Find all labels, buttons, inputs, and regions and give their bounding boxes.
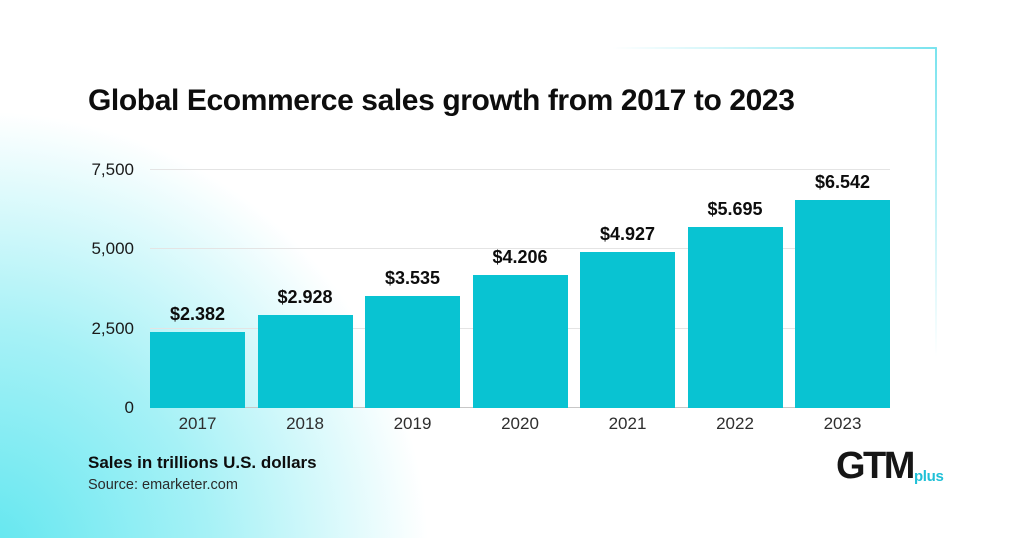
bar-value-label-2020: $4.206 <box>492 246 548 267</box>
bar-group-2023: $6.542 <box>795 172 890 408</box>
y-tick-label-7500: 7,500 <box>91 160 134 179</box>
y-tick-label-5000: 5,000 <box>91 239 134 259</box>
x-tick-label-2017: 2017 <box>178 414 217 433</box>
bar-2021 <box>580 251 675 408</box>
logo-sub-text: plus <box>913 468 944 486</box>
bar-2018 <box>257 315 353 408</box>
units-caption: Sales in trillions U.S. dollars <box>88 453 317 472</box>
bar-value-label-2017: $2.382 <box>169 304 226 325</box>
gridline-5000 <box>150 248 890 250</box>
bar-group-2019: $3.535 <box>365 268 460 408</box>
x-axis-labels: 2017 2018 2019 2020 2021 2022 2023 <box>150 414 890 434</box>
y-tick-label-0: 0 <box>124 398 134 417</box>
bars-row: $2.382 $2.928 $3.535 $4.206 $4.927 $5.695 $6.5… <box>150 172 890 408</box>
bar-group-2021: $4.927 <box>580 224 675 408</box>
bar-group-2017: $2.382 <box>150 304 245 408</box>
bar-2022 <box>687 227 783 408</box>
bar-group-2020: $4.206 <box>472 246 568 408</box>
bar-value-label-2021: $4.927 <box>599 223 656 244</box>
bar-value-label-2019: $3.535 <box>384 267 441 288</box>
bar-value-label-2023: $6.542 <box>814 172 871 193</box>
bar-value-label-2018: $2.928 <box>277 287 333 308</box>
decorative-accent-line-horizontal <box>612 47 937 49</box>
x-tick-label-2022: 2022 <box>716 414 754 433</box>
logo-main-text: GTM <box>836 445 915 487</box>
x-tick-label-2019: 2019 <box>393 414 432 433</box>
source-credit: Source: emarketer.com <box>88 477 238 493</box>
bar-value-label-2022: $5.695 <box>707 199 763 220</box>
x-tick-label-2018: 2018 <box>286 414 324 433</box>
x-tick-label-2021: 2021 <box>608 414 647 433</box>
x-tick-label-2023: 2023 <box>823 414 862 433</box>
decorative-accent-line-vertical <box>935 47 937 357</box>
bar-group-2018: $2.928 <box>257 287 353 408</box>
bar-2017 <box>150 332 245 408</box>
bar-2020 <box>472 274 568 408</box>
y-tick-label-2500: 2,500 <box>91 318 134 338</box>
chart-title: Global Ecommerce sales growth from 2017 … <box>88 84 795 117</box>
x-tick-label-2020: 2020 <box>501 414 539 433</box>
bar-2019 <box>365 295 460 408</box>
footer: Sales in trillions U.S. dollars Source: … <box>88 453 317 493</box>
bar-group-2022: $5.695 <box>687 199 783 408</box>
plot-area: $2.382 $2.928 $3.535 $4.206 $4.927 $5.695 $6.5… <box>91 160 890 417</box>
gridline-7500 <box>150 169 890 170</box>
gtmplus-logo: GTM plus <box>836 445 944 487</box>
bar-2023 <box>795 200 890 408</box>
